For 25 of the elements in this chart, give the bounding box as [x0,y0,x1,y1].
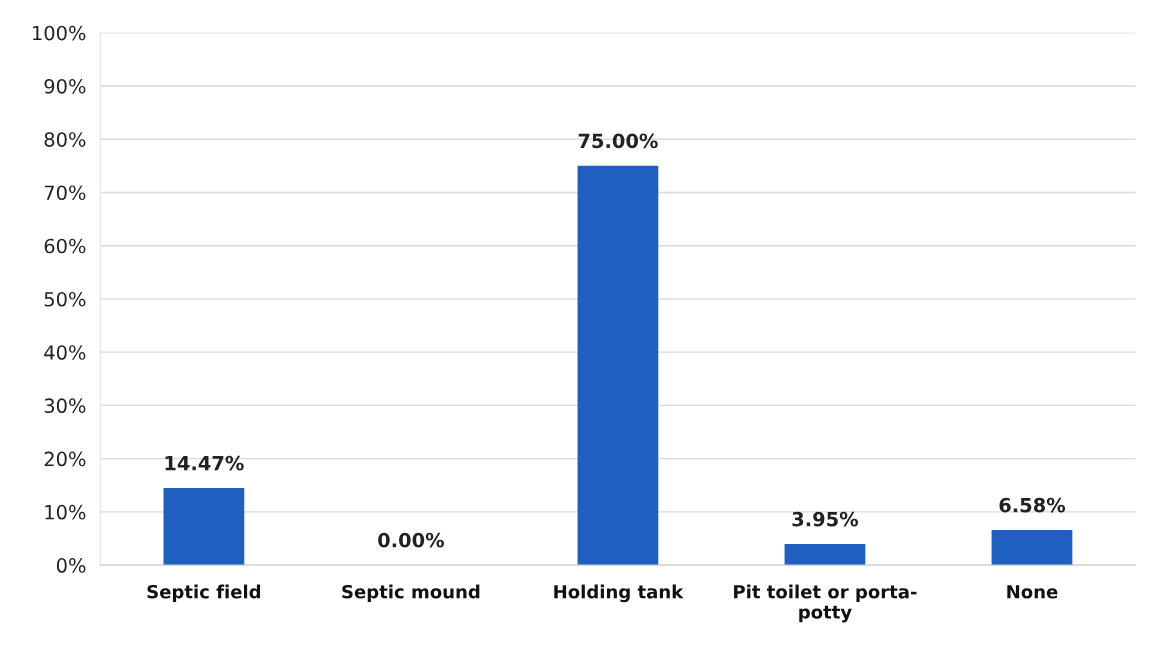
x-tick-label: None [1007,585,1058,599]
y-tick-label: 0% [56,558,86,573]
y-tick-label: 10% [45,504,86,520]
y-tick-label: 60% [44,238,86,254]
bar [577,165,659,566]
data-label: 75.00% [578,133,658,149]
y-tick-label: 20% [44,451,86,467]
y-tick-label: 80% [44,132,86,147]
y-tick-label: 70% [44,185,86,201]
x-tick-label: Septic mound [342,584,480,603]
y-tick-label: 50% [44,291,86,307]
bar [784,544,866,566]
y-tick-label: 30% [44,398,86,414]
bar [991,530,1073,566]
y-tick-label: 100% [33,25,86,41]
bar [163,488,245,566]
data-label: 14.47% [165,455,244,471]
y-tick-label: 90% [44,78,86,94]
data-label: 3.95% [792,511,859,527]
data-label: 0.00% [378,532,445,548]
y-tick-label: 40% [44,345,86,360]
x-tick-label: Septic field [147,584,261,603]
data-label: 6.58% [999,497,1066,513]
x-tick-label: Pit toilet or porta- potty [734,584,917,623]
x-tick-label: Holding tank [554,584,684,603]
